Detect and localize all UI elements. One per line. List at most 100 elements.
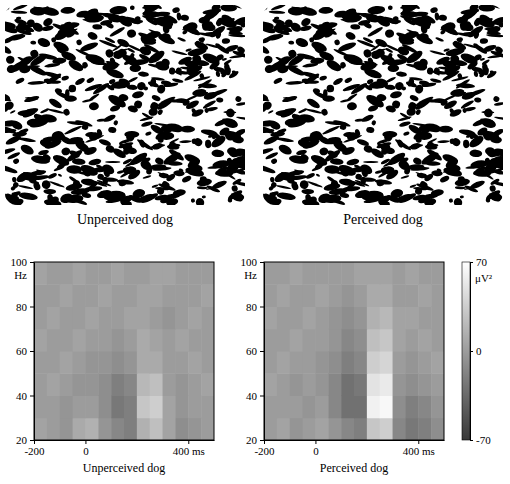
image-blob xyxy=(172,7,181,14)
y-axis-title: Hz xyxy=(244,269,257,281)
image-blob xyxy=(211,149,224,157)
heatmap-cell xyxy=(111,373,124,396)
heatmap-cell xyxy=(328,373,341,396)
tick-mark xyxy=(85,440,86,444)
image-blob xyxy=(32,174,50,181)
image-blob xyxy=(426,99,438,103)
image-blob xyxy=(356,138,370,147)
image-blob xyxy=(220,70,228,76)
image-blob xyxy=(165,122,184,134)
image-blob xyxy=(263,125,275,135)
image-blob xyxy=(419,180,429,189)
heatmap-cell xyxy=(188,373,201,396)
colorbar: -70070μV² xyxy=(462,256,493,446)
heatmap-cell xyxy=(418,329,431,352)
heatmap-cell xyxy=(124,329,137,352)
image-blob xyxy=(437,140,449,143)
heatmap-cell xyxy=(137,284,150,307)
image-blob xyxy=(385,29,394,38)
image-blob xyxy=(263,100,273,112)
image-blob xyxy=(116,179,134,186)
image-blob xyxy=(81,178,97,187)
heatmap-cell xyxy=(354,284,367,307)
heatmap-cell xyxy=(393,418,406,440)
heatmap-cells xyxy=(34,262,214,440)
image-blob xyxy=(40,108,50,114)
image-blob xyxy=(48,97,64,110)
heatmap-cell xyxy=(303,351,316,374)
heatmap-cell xyxy=(34,418,47,440)
image-blob xyxy=(287,117,308,129)
image-blob xyxy=(11,200,17,205)
image-blob xyxy=(283,97,297,101)
heatmap-cell xyxy=(111,284,124,307)
image-blob xyxy=(268,110,274,115)
image-blob xyxy=(142,10,161,17)
image-blob xyxy=(451,75,469,82)
image-blob xyxy=(200,176,207,182)
image-blob xyxy=(222,116,240,129)
image-blob xyxy=(103,113,117,123)
heatmap-cell xyxy=(290,418,303,440)
image-blob xyxy=(384,43,402,53)
image-blob xyxy=(137,31,157,43)
image-blob xyxy=(132,188,146,199)
image-blob xyxy=(436,168,441,172)
image-blob xyxy=(487,54,503,59)
image-blob xyxy=(38,52,58,61)
image-blob xyxy=(156,187,165,195)
image-blob xyxy=(127,47,135,53)
image-blob xyxy=(407,123,423,136)
tick-label: 60 xyxy=(16,345,28,357)
image-blob xyxy=(389,90,402,99)
image-blob xyxy=(263,36,273,45)
image-blob xyxy=(490,70,494,73)
image-blob xyxy=(344,31,356,42)
heatmap-cell xyxy=(201,329,214,352)
image-blob xyxy=(449,108,463,118)
heatmap-cell xyxy=(111,307,124,330)
image-blob xyxy=(206,183,225,191)
image-blob xyxy=(61,75,69,81)
heatmap-cell xyxy=(124,284,137,307)
image-blob xyxy=(419,33,429,41)
heatmap-cell xyxy=(150,262,163,285)
image-blob xyxy=(39,137,55,149)
image-blob xyxy=(126,76,138,84)
image-blob xyxy=(172,78,184,84)
image-blob xyxy=(273,77,283,85)
heatmap-cell xyxy=(367,307,380,330)
heatmap-cell xyxy=(111,262,124,285)
heatmap-cell xyxy=(201,284,214,307)
image-blob xyxy=(309,130,323,141)
heatmap-cell xyxy=(124,262,137,285)
image-blob xyxy=(263,193,276,201)
image-blob xyxy=(298,108,308,114)
tick-label: 40 xyxy=(16,390,28,402)
image-blob xyxy=(339,178,355,187)
tick-label: -200 xyxy=(254,445,275,457)
image-blob xyxy=(224,157,244,174)
tick-mark xyxy=(260,396,264,397)
image-blob xyxy=(301,198,320,205)
image-blob xyxy=(190,59,210,67)
image-blob xyxy=(142,5,160,10)
heatmap-cell xyxy=(277,418,290,440)
heatmap-cell xyxy=(328,329,341,352)
image-blob xyxy=(282,95,298,104)
image-blob xyxy=(486,147,498,158)
heatmap-cell xyxy=(124,373,137,396)
tick-mark xyxy=(470,351,473,352)
heatmap-cell xyxy=(405,373,418,396)
tick: 80 xyxy=(16,301,34,313)
image-blob xyxy=(208,60,221,71)
heatmap-cell xyxy=(354,329,367,352)
heatmap-cell xyxy=(264,373,277,396)
image-blob xyxy=(354,164,360,168)
image-blob xyxy=(187,47,207,58)
heatmap-cell xyxy=(163,262,176,285)
heatmap-cell xyxy=(47,418,60,440)
image-blob xyxy=(430,78,442,84)
tick-label: 100 xyxy=(241,256,258,268)
heatmap-cell xyxy=(85,351,98,374)
